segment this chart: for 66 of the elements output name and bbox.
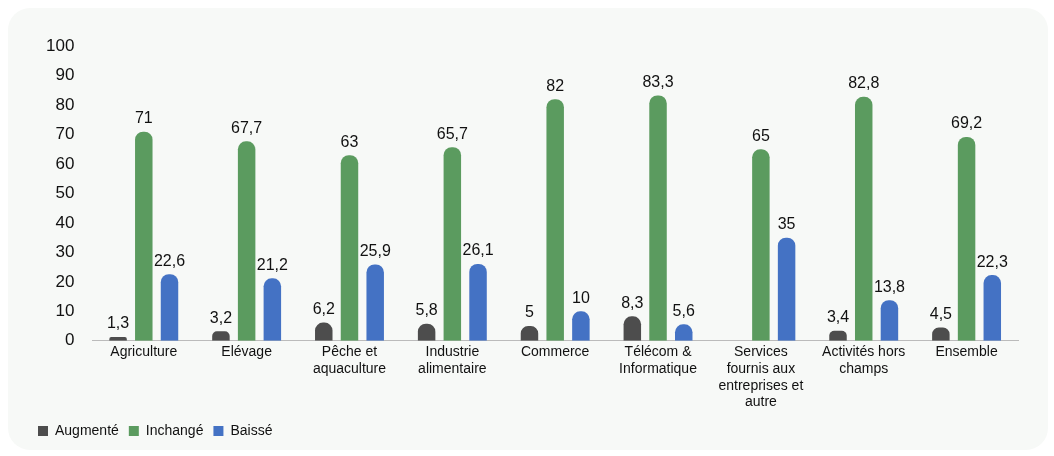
bar	[752, 149, 770, 341]
bar	[160, 274, 179, 341]
data-label: 8,3	[621, 293, 644, 311]
bar	[880, 300, 899, 341]
bar	[263, 278, 282, 341]
data-label: 5	[525, 303, 535, 321]
data-label: 82	[546, 76, 565, 94]
data-label: 65,7	[436, 124, 469, 142]
x-tick-label: Activités hors champs	[822, 343, 906, 376]
bar	[983, 275, 1002, 341]
data-label: 21,2	[256, 255, 289, 273]
data-label: 5,8	[415, 301, 438, 319]
x-tick-label: Services fournis aux entreprises et autre	[718, 343, 804, 410]
y-tick-label: 60	[55, 153, 75, 173]
bar	[237, 141, 256, 341]
y-tick-label: 40	[55, 212, 75, 232]
data-label: 5,6	[672, 301, 695, 319]
data-label: 71	[134, 109, 153, 127]
data-label: 82,8	[848, 74, 880, 92]
data-label: 26,1	[462, 241, 494, 259]
data-label: 3,2	[209, 308, 233, 326]
x-tick-label: Commerce	[520, 343, 590, 360]
data-label: 13,8	[873, 277, 906, 295]
data-label: 25,9	[359, 241, 391, 259]
bar	[135, 131, 153, 341]
bar	[443, 147, 462, 341]
x-tick-label: Télécom & Informatique	[619, 343, 698, 376]
y-tick-label: 30	[55, 242, 75, 262]
x-tick-label: Ensemble	[935, 343, 998, 360]
data-label: 63	[340, 132, 359, 150]
y-tick-label: 70	[55, 124, 75, 144]
y-tick-label: 80	[55, 94, 75, 114]
data-label: 10	[572, 288, 590, 306]
data-label: 65	[751, 126, 770, 144]
legend-label: Augmenté	[55, 421, 120, 438]
legend-label: Inchangé	[145, 421, 204, 438]
bar	[649, 95, 667, 341]
x-tick-label: Industrie alimentaire	[418, 343, 487, 376]
data-label: 22,3	[976, 252, 1008, 270]
data-label: 35	[777, 215, 796, 233]
data-label: 3,4	[826, 308, 850, 326]
x-tick-label: Elévage	[221, 343, 273, 360]
y-tick-label: 100	[45, 35, 75, 55]
data-label: 1,3	[106, 314, 130, 332]
data-label: 6,2	[312, 299, 335, 317]
x-tick-label: Pêche et aquaculture	[312, 343, 387, 376]
data-label: 22,6	[153, 251, 186, 269]
data-label: 4,5	[929, 304, 953, 322]
bar	[469, 263, 487, 341]
y-tick-label: 50	[55, 183, 75, 203]
bar	[777, 237, 796, 341]
y-tick-label: 10	[55, 301, 75, 321]
y-tick-label: 0	[64, 330, 75, 350]
bar	[546, 99, 564, 341]
bar	[340, 155, 359, 341]
x-tick-label: Agriculture	[110, 343, 178, 360]
data-label: 83,3	[642, 72, 674, 90]
legend-label: Baissé	[230, 421, 273, 438]
data-label: 67,7	[231, 118, 263, 136]
y-tick-label: 20	[55, 271, 75, 291]
bar	[854, 96, 873, 341]
data-label: 69,2	[951, 114, 983, 132]
bar	[572, 311, 590, 341]
bar	[957, 136, 976, 341]
y-tick-label: 90	[55, 65, 75, 85]
bar	[366, 264, 384, 341]
